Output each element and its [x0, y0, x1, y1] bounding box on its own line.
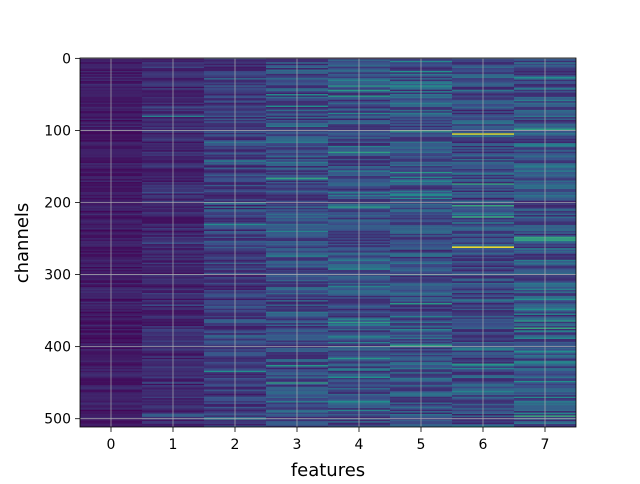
x-tick-label: 4: [355, 437, 364, 453]
x-axis-label: features: [291, 460, 365, 480]
x-tick-label: 1: [169, 437, 178, 453]
y-tick-label: 500: [44, 412, 71, 428]
y-tick-label: 200: [44, 196, 71, 212]
axes: 0 1 2 3 4 5 6 7 0 100 200 300 400 500: [44, 51, 577, 453]
x-tick-label: 2: [231, 437, 240, 453]
y-tick-label: 100: [44, 123, 71, 139]
x-tick-label: 3: [293, 437, 302, 453]
y-tick-label: 0: [62, 51, 71, 67]
x-tick-label: 7: [541, 437, 550, 453]
heatmap-cells: [80, 58, 576, 427]
x-tick-label: 5: [417, 437, 426, 453]
y-tick-label: 400: [44, 340, 71, 356]
y-tick-label: 300: [44, 268, 71, 284]
x-tick-label: 6: [479, 437, 488, 453]
plot-frame: [79, 57, 577, 428]
y-axis-label: channels: [12, 203, 33, 284]
x-tick-label: 0: [107, 437, 116, 453]
